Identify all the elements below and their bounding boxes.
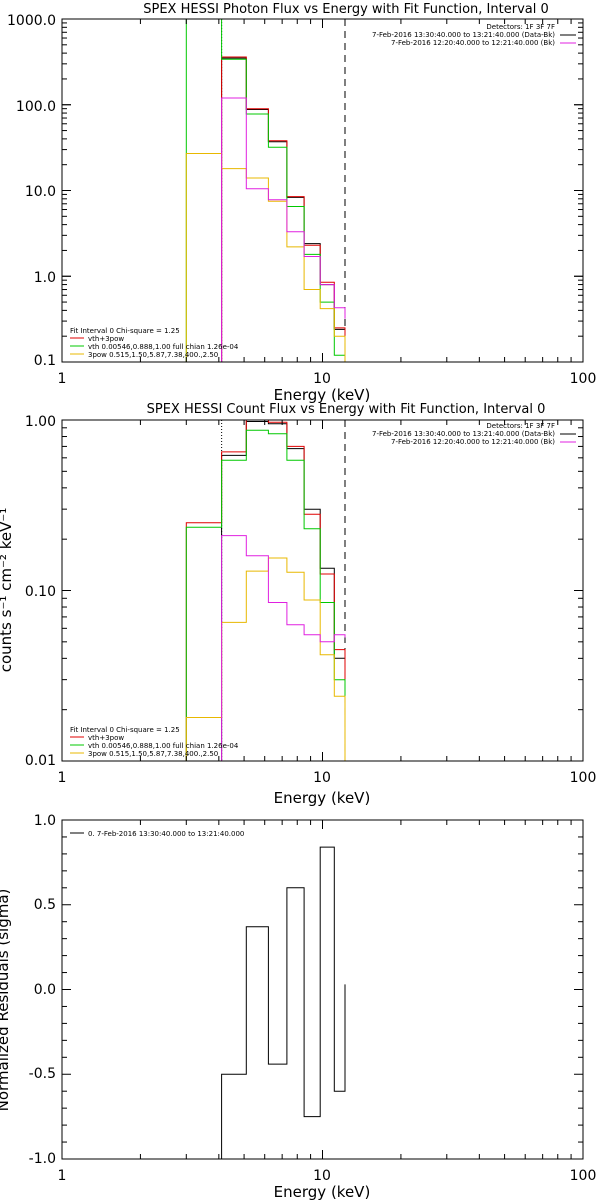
photon-flux-legend-label: vth 0.00546,0.888,1.00 full chian 1.26e-… (88, 343, 239, 351)
photon-flux-x-tick-label: 1 (58, 371, 67, 387)
count-flux-header-bk-label: 7-Feb-2016 12:20:40.000 to 12:21:40.000 … (391, 438, 555, 446)
residuals-x-tick-label: 10 (313, 1168, 331, 1184)
count-flux-x-axis-label: Energy (keV) (274, 789, 371, 807)
count-flux-header-data-label: 7-Feb-2016 13:30:40.000 to 13:21:40.000 … (372, 430, 555, 438)
count-flux-ticks (61, 419, 584, 762)
count-flux-plot-area (185, 420, 346, 761)
count-flux-header: Detectors: 1F 3F 7F 7-Feb-2016 13:30:40.… (372, 422, 576, 446)
photon-flux-y-tick-label: 1.0 (34, 270, 56, 286)
residuals-y-tick-label: 0.5 (34, 897, 56, 913)
residuals-x-tick-label: 1 (58, 1168, 67, 1184)
photon-flux-title: SPEX HESSI Photon Flux vs Energy with Fi… (143, 2, 549, 17)
photon-flux-detectors-label: Detectors: 1F 3F 7F (486, 23, 555, 31)
photon-flux-legend-label: 3pow 0.515,1.50,5.87,7.38,400.,2.50 (88, 351, 218, 359)
photon-flux-y-tick-label: 100.0 (16, 99, 56, 115)
photon-flux-x-tick-label: 100 (570, 371, 597, 387)
count-flux-panel: SPEX HESSI Count Flux vs Energy with Fit… (0, 402, 596, 807)
residuals-legend: 0. 7-Feb-2016 13:30:40.000 to 13:21:40.0… (70, 830, 244, 838)
photon-flux-y-tick-label: 1000.0 (7, 13, 56, 29)
count-flux-y-tick-label: 0.01 (25, 753, 56, 769)
photon-flux-plot-area (185, 19, 346, 362)
residuals-frame (61, 819, 584, 1160)
count-flux-frame (61, 419, 584, 762)
photon-flux-legend: Fit Interval 0 Chi-square = 1.25 vth+3po… (70, 327, 239, 359)
residuals-y-tick-label: -1.0 (29, 1151, 56, 1167)
photon-flux-series-1-line (221, 56, 346, 362)
photon-flux-header-data-label: 7-Feb-2016 13:30:40.000 to 13:21:40.000 … (372, 31, 555, 39)
count-flux-legend-label: vth+3pow (88, 734, 124, 742)
count-flux-series-0-line (221, 421, 346, 761)
photon-flux-series-0-line (221, 57, 346, 362)
photon-flux-legend-fit-label: Fit Interval 0 Chi-square = 1.25 (70, 327, 180, 335)
residuals-y-tick-label: -0.5 (29, 1066, 56, 1082)
count-flux-legend-label: vth 0.00546,0.888,1.00 full chian 1.26e-… (88, 742, 239, 750)
residuals-y-axis-label: Normalized Residuals (sigma) (0, 889, 12, 1112)
photon-flux-legend-label: vth+3pow (88, 335, 124, 343)
count-flux-series-1-line (185, 420, 346, 761)
residuals-y-tick-label: 0.0 (34, 982, 56, 998)
count-flux-series-2-line (185, 429, 346, 761)
count-flux-series-4-line (221, 535, 346, 761)
residuals-panel: 1 10 100 -1.0 -0.5 0.0 0.5 1.0 Energy (k… (0, 813, 596, 1200)
count-flux-x-tick-label: 1 (58, 770, 67, 786)
count-flux-y-axis-label: counts s⁻¹ cm⁻² keV⁻¹ (0, 508, 15, 673)
photon-flux-ticks (61, 18, 584, 363)
photon-flux-y-tick-label: 10.0 (25, 184, 56, 200)
count-flux-series-3-line (185, 557, 346, 761)
count-flux-title: SPEX HESSI Count Flux vs Energy with Fit… (147, 402, 546, 417)
residuals-series-0-line (221, 846, 346, 1159)
residuals-ticks (61, 819, 584, 1160)
count-flux-y-tick-label: 1.00 (25, 414, 56, 430)
photon-flux-header: Detectors: 1F 3F 7F 7-Feb-2016 13:30:40.… (372, 23, 576, 47)
count-flux-legend-label: 3pow 0.515,1.50,5.87,7.38,400.,2.50 (88, 750, 218, 758)
residuals-x-tick-label: 100 (570, 1168, 597, 1184)
count-flux-x-tick-label: 10 (313, 770, 331, 786)
count-flux-legend: Fit Interval 0 Chi-square = 1.25 vth+3po… (70, 726, 239, 758)
photon-flux-header-bk-label: 7-Feb-2016 12:20:40.000 to 12:21:40.000 … (391, 39, 555, 47)
photon-flux-series-2-line (185, 19, 346, 362)
photon-flux-frame (61, 18, 584, 363)
count-flux-y-tick-label: 0.10 (25, 584, 56, 600)
photon-flux-series-4-line (221, 97, 346, 362)
count-flux-detectors-label: Detectors: 1F 3F 7F (486, 422, 555, 430)
photon-flux-x-axis-label: Energy (keV) (274, 386, 371, 404)
residuals-legend-label: 0. 7-Feb-2016 13:30:40.000 to 13:21:40.0… (88, 830, 244, 838)
photon-flux-panel: SPEX HESSI Photon Flux vs Energy with Fi… (7, 2, 596, 404)
photon-flux-y-tick-label: 0.1 (34, 353, 56, 369)
residuals-x-axis-label: Energy (keV) (274, 1183, 371, 1200)
count-flux-legend-fit-label: Fit Interval 0 Chi-square = 1.25 (70, 726, 180, 734)
residuals-y-tick-label: 1.0 (34, 813, 56, 829)
photon-flux-series-3-line (185, 153, 346, 362)
photon-flux-x-tick-label: 10 (313, 371, 331, 387)
residuals-plot-area (221, 846, 346, 1159)
count-flux-x-tick-label: 100 (570, 770, 597, 786)
